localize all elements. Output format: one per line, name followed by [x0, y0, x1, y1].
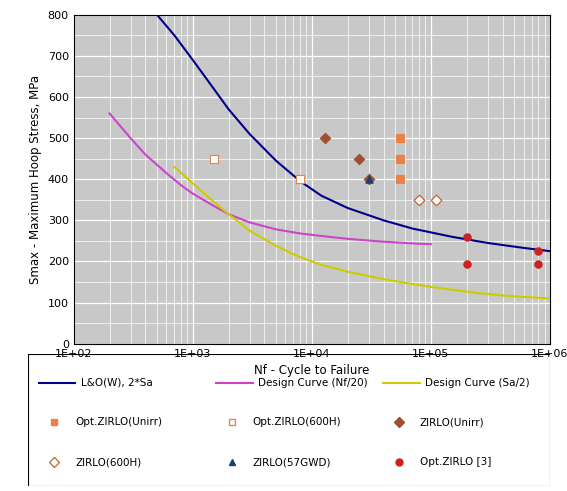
- Point: [462, 260, 471, 268]
- Text: Design Curve (Nf/20): Design Curve (Nf/20): [258, 378, 367, 388]
- Text: ZIRLO(57GWD): ZIRLO(57GWD): [253, 457, 331, 467]
- Point: [415, 196, 424, 204]
- Point: [395, 155, 404, 163]
- Text: Opt.ZIRLO(600H): Opt.ZIRLO(600H): [253, 417, 341, 428]
- X-axis label: Nf - Cycle to Failure: Nf - Cycle to Failure: [254, 364, 370, 377]
- Point: [431, 196, 441, 204]
- Text: L&O(W), 2*Sa: L&O(W), 2*Sa: [81, 378, 153, 388]
- Point: [462, 233, 471, 241]
- Point: [415, 196, 424, 204]
- Point: [364, 175, 373, 183]
- Text: Design Curve (Sa/2): Design Curve (Sa/2): [425, 378, 530, 388]
- Y-axis label: Smax - Maximum Hoop Stress, MPa: Smax - Maximum Hoop Stress, MPa: [29, 75, 42, 284]
- Text: Opt.ZIRLO(Unirr): Opt.ZIRLO(Unirr): [75, 417, 162, 428]
- Point: [431, 196, 441, 204]
- Text: ZIRLO(600H): ZIRLO(600H): [75, 457, 142, 467]
- Point: [296, 175, 305, 183]
- Point: [321, 134, 330, 142]
- Text: Opt.ZIRLO [3]: Opt.ZIRLO [3]: [420, 457, 491, 467]
- Point: [534, 260, 543, 268]
- Point: [296, 175, 305, 183]
- Point: [534, 247, 543, 255]
- Point: [209, 155, 218, 163]
- Point: [364, 175, 373, 183]
- Point: [355, 155, 364, 163]
- Text: ZIRLO(Unirr): ZIRLO(Unirr): [420, 417, 484, 428]
- Point: [395, 175, 404, 183]
- Point: [395, 134, 404, 142]
